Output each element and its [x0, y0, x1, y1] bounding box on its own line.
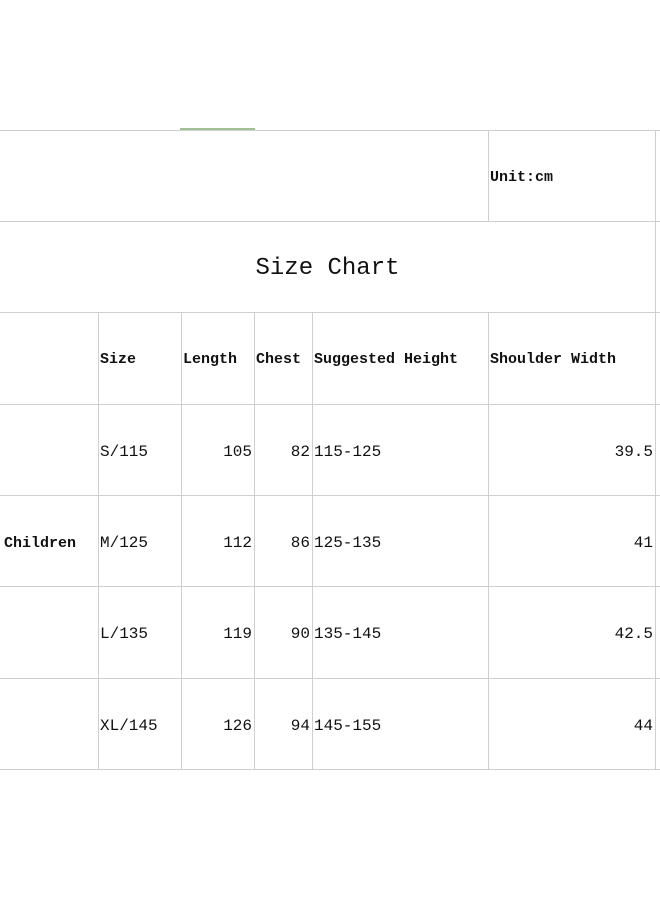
column-header: Size [100, 351, 137, 368]
table-cell: 126 [223, 717, 252, 735]
table-cell: 41 [633, 534, 653, 552]
table-cell: 44 [633, 717, 653, 735]
column-divider [655, 130, 656, 769]
column-header: Suggested Height [314, 351, 459, 368]
column-header: Chest [256, 351, 302, 368]
column-divider [488, 130, 489, 221]
table-cell: 125-135 [314, 534, 382, 552]
table-cell: 135-145 [314, 625, 382, 643]
table-title: Size Chart [255, 255, 400, 282]
group-label: Children [4, 535, 77, 552]
row-divider [0, 312, 660, 313]
row-divider [0, 678, 660, 679]
column-header: Length [183, 351, 238, 368]
table-cell: L/135 [100, 625, 149, 643]
table-cell: 115-125 [314, 443, 382, 461]
table-cell: 82 [290, 443, 310, 461]
row-divider [0, 130, 660, 131]
row-divider [0, 404, 660, 405]
table-cell: 94 [290, 717, 310, 735]
table-cell: M/125 [100, 534, 149, 552]
column-divider [312, 312, 313, 769]
table-cell: 90 [290, 625, 310, 643]
table-cell: 112 [223, 534, 252, 552]
row-divider [0, 586, 660, 587]
table-cell: 145-155 [314, 717, 382, 735]
column-divider [488, 312, 489, 769]
column-divider [181, 312, 182, 769]
table-cell: 86 [290, 534, 310, 552]
table-cell: 119 [223, 625, 252, 643]
table-cell: S/115 [100, 443, 149, 461]
row-divider [0, 495, 660, 496]
row-divider [0, 769, 660, 770]
row-divider [0, 221, 660, 222]
table-cell: XL/145 [100, 717, 158, 735]
column-divider [254, 312, 255, 769]
table-cell: 39.5 [614, 443, 653, 461]
unit-label: Unit:cm [490, 169, 554, 186]
table-cell: 42.5 [614, 625, 653, 643]
decorative-mark [180, 128, 255, 131]
column-divider [98, 312, 99, 769]
table-cell: 105 [223, 443, 252, 461]
column-header: Shoulder Width [490, 351, 617, 368]
